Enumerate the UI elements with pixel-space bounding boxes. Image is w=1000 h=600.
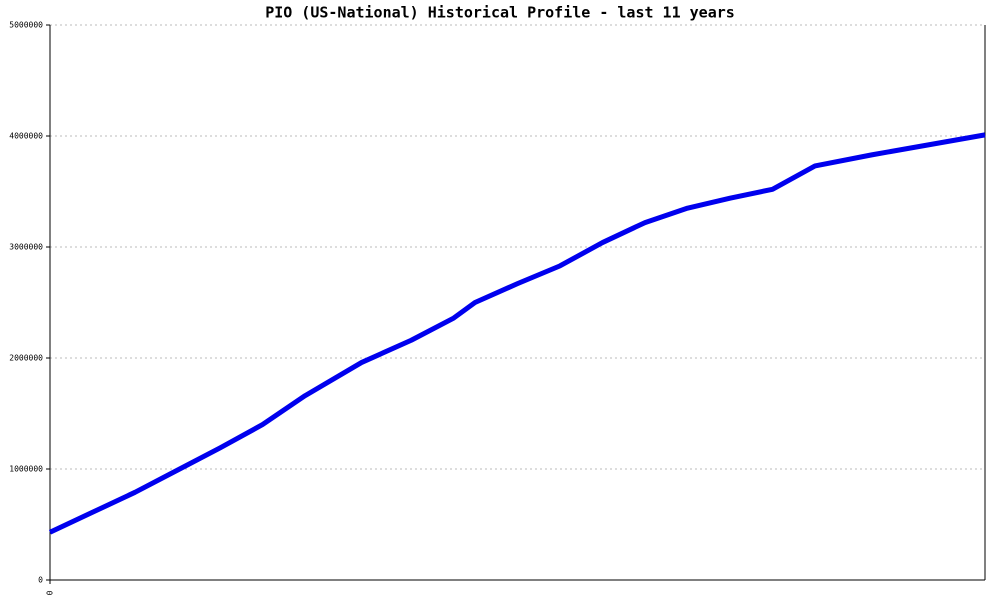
data-line [48,132,986,535]
y-tick-label: 0 [38,576,43,585]
y-tick-label: 5000000 [9,21,43,30]
y-tick-label: 3000000 [9,243,43,252]
y-tick-label: 1000000 [9,465,43,474]
chart-title: PIO (US-National) Historical Profile - l… [265,4,735,22]
y-tick-label: 4000000 [9,132,43,141]
x-tick-label: 0 [46,590,55,595]
y-tick-label: 2000000 [9,354,43,363]
